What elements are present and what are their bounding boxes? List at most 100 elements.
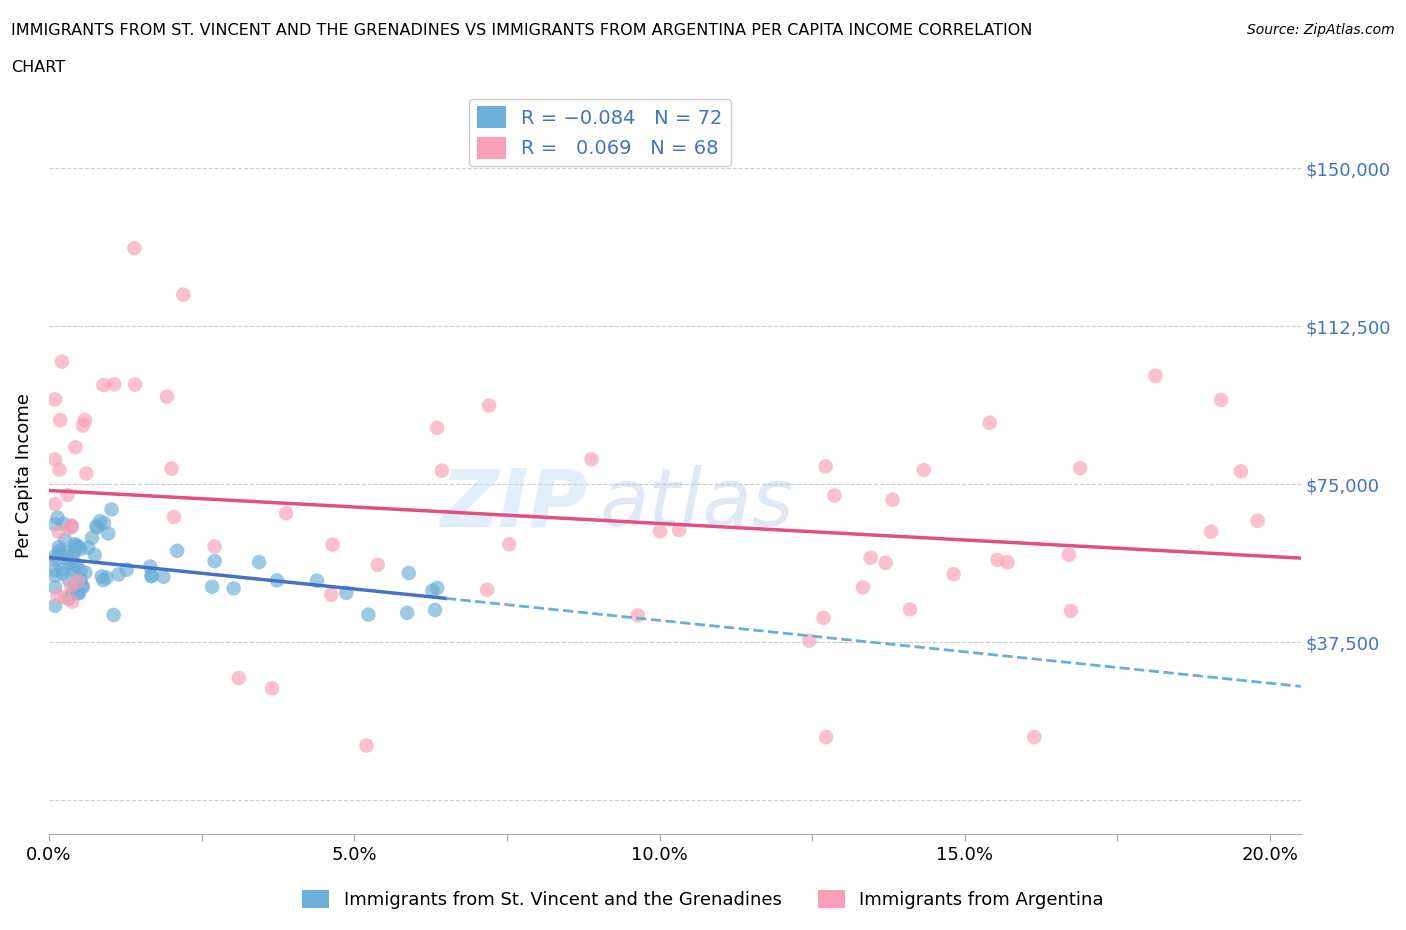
Point: [60, 586, 83, 601]
Point: [152, 569, 174, 584]
Point: [58, 591, 80, 606]
Point: [86, 520, 108, 535]
Point: [51, 562, 73, 577]
Point: [305, 573, 328, 588]
Point: [581, 452, 603, 467]
Point: [875, 555, 897, 570]
Point: [228, 671, 250, 685]
Point: [72, 579, 94, 594]
Point: [60, 519, 83, 534]
Point: [115, 562, 138, 577]
Point: [172, 287, 194, 302]
Point: [75, 565, 97, 580]
Point: [426, 580, 449, 595]
Point: [1246, 513, 1268, 528]
Point: [942, 566, 965, 581]
Point: [73, 413, 96, 428]
Point: [56, 545, 79, 560]
Point: [898, 602, 921, 617]
Point: [823, 488, 845, 503]
Point: [65, 538, 87, 553]
Point: [48, 539, 70, 554]
Point: [997, 555, 1019, 570]
Point: [65, 440, 87, 455]
Point: [56, 487, 79, 502]
Point: [96, 570, 118, 585]
Point: [67, 586, 90, 601]
Text: ZIP: ZIP: [440, 466, 588, 543]
Point: [75, 466, 97, 481]
Point: [69, 572, 91, 587]
Point: [60, 594, 83, 609]
Point: [322, 538, 344, 552]
Point: [44, 497, 66, 512]
Point: [107, 567, 129, 582]
Point: [70, 578, 93, 593]
Point: [163, 510, 186, 525]
Point: [475, 582, 498, 597]
Point: [814, 459, 837, 474]
Point: [44, 580, 66, 595]
Point: [266, 573, 288, 588]
Point: [813, 610, 835, 625]
Point: [84, 519, 107, 534]
Point: [166, 543, 188, 558]
Point: [423, 603, 446, 618]
Point: [46, 589, 69, 604]
Point: [65, 543, 87, 558]
Point: [103, 607, 125, 622]
Point: [58, 552, 80, 567]
Point: [204, 553, 226, 568]
Point: [62, 548, 84, 563]
Point: [430, 463, 453, 478]
Point: [1199, 525, 1222, 539]
Point: [93, 378, 115, 392]
Point: [498, 537, 520, 551]
Point: [59, 578, 82, 593]
Point: [367, 557, 389, 572]
Point: [91, 573, 114, 588]
Point: [815, 730, 838, 745]
Point: [44, 563, 66, 578]
Point: [648, 524, 671, 538]
Point: [912, 462, 935, 477]
Point: [426, 420, 449, 435]
Point: [276, 506, 298, 521]
Point: [80, 530, 103, 545]
Point: [48, 525, 70, 539]
Point: [1230, 464, 1253, 479]
Point: [160, 461, 183, 476]
Point: [141, 568, 163, 583]
Point: [44, 452, 66, 467]
Point: [668, 523, 690, 538]
Point: [627, 608, 650, 623]
Point: [53, 532, 76, 547]
Text: Source: ZipAtlas.com: Source: ZipAtlas.com: [1247, 23, 1395, 37]
Point: [63, 537, 86, 551]
Point: [422, 583, 444, 598]
Point: [69, 564, 91, 578]
Text: CHART: CHART: [11, 60, 65, 75]
Point: [53, 590, 76, 604]
Point: [396, 605, 419, 620]
Point: [1209, 392, 1232, 407]
Point: [44, 552, 66, 567]
Point: [201, 579, 224, 594]
Point: [1060, 604, 1083, 618]
Legend: R = −0.084   N = 72, R =   0.069   N = 68: R = −0.084 N = 72, R = 0.069 N = 68: [468, 99, 731, 166]
Point: [60, 518, 83, 533]
Point: [44, 517, 66, 532]
Point: [49, 413, 72, 428]
Point: [63, 578, 86, 592]
Point: [66, 557, 89, 572]
Point: [58, 572, 80, 587]
Legend: Immigrants from St. Vincent and the Grenadines, Immigrants from Argentina: Immigrants from St. Vincent and the Gren…: [295, 883, 1111, 916]
Point: [69, 541, 91, 556]
Point: [62, 558, 84, 573]
Point: [222, 581, 245, 596]
Point: [67, 586, 90, 601]
Point: [83, 548, 105, 563]
Point: [139, 559, 162, 574]
Point: [1069, 460, 1091, 475]
Point: [262, 681, 284, 696]
